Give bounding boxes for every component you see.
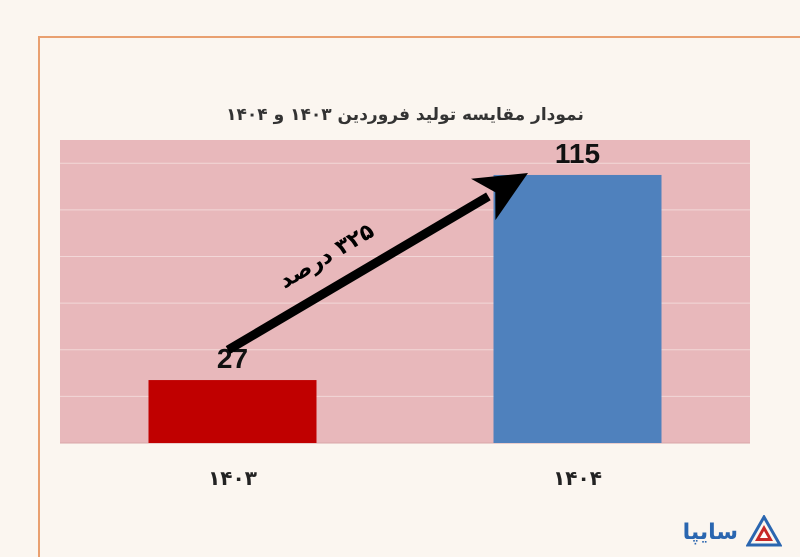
arrow-shaft xyxy=(225,192,491,354)
saipa-emblem-icon xyxy=(746,515,782,547)
frame-top-border xyxy=(38,36,800,38)
saipa-logo: سایپا xyxy=(683,515,782,549)
bar-2 xyxy=(493,174,662,443)
category-labels-group: ۱۴۰۳ ۱۴۰۴ xyxy=(208,466,602,490)
bars-group xyxy=(148,174,662,443)
category-label-1: ۱۴۰۳ xyxy=(208,466,257,490)
arrow-head xyxy=(471,173,528,221)
chart-title: نمودار مقایسه تولید فروردین ۱۴۰۳ و ۱۴۰۴ xyxy=(226,105,584,125)
bar-1 xyxy=(148,380,317,443)
frame-left-border xyxy=(38,36,40,557)
category-label-2: ۱۴۰۴ xyxy=(553,466,602,490)
value-label-2: 115 xyxy=(555,138,600,169)
logo-text: سایپا xyxy=(682,519,738,545)
growth-arrow xyxy=(225,173,528,354)
